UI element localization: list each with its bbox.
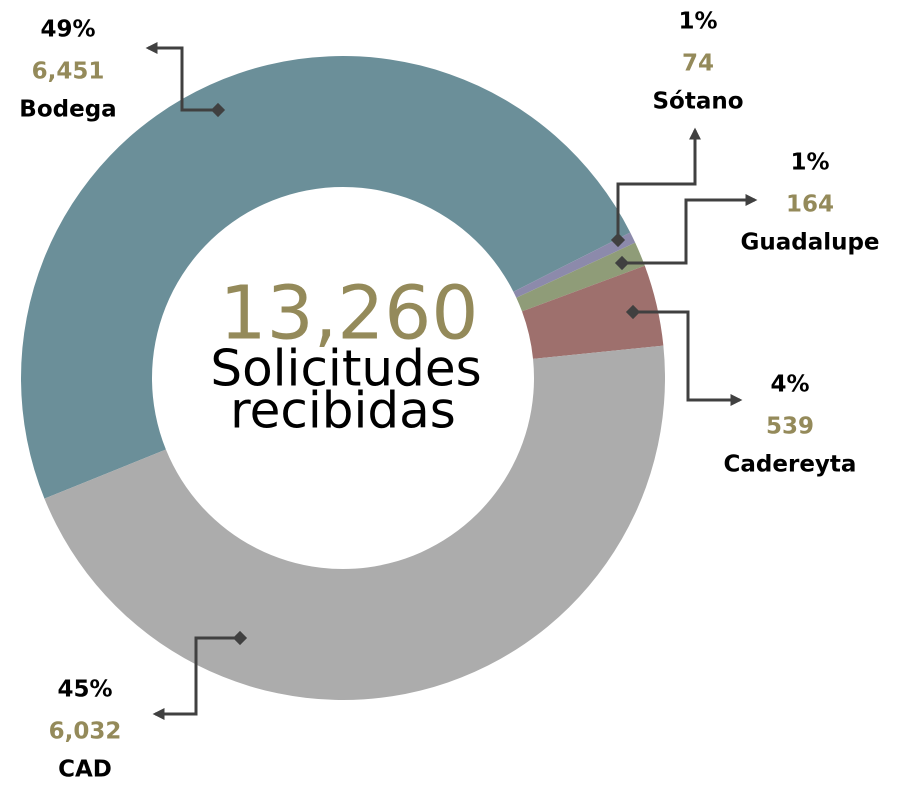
value-label: 6,032 [49, 719, 122, 745]
value-label: 74 [682, 51, 714, 77]
callout-dot [625, 304, 641, 320]
category-label: Guadalupe [740, 230, 879, 256]
callout-dot [610, 232, 626, 248]
callout-line [616, 127, 701, 240]
value-label: 539 [766, 414, 814, 440]
category-label: Bodega [19, 97, 116, 123]
donut-slice [20, 55, 631, 499]
category-label: Cadereyta [724, 452, 857, 478]
percent-label: 49% [40, 17, 95, 43]
value-label: 164 [786, 192, 834, 218]
category-label: CAD [58, 757, 112, 783]
donut-slice [44, 345, 666, 700]
callout-line [622, 194, 758, 265]
callout-line [152, 636, 240, 720]
donut-slice [513, 232, 636, 298]
callout-line [145, 42, 218, 112]
callout-dot [614, 255, 630, 271]
callout-dot [232, 630, 248, 646]
donut-slice [522, 265, 664, 359]
center-line: Solicitudes [210, 340, 481, 398]
callout-line [633, 310, 743, 406]
donut-slice [516, 242, 645, 312]
total: 13,260 [220, 271, 479, 357]
center-line: recibidas [230, 382, 456, 440]
percent-label: 45% [57, 677, 112, 703]
percent-label: 1% [678, 9, 717, 35]
category-label: Sótano [652, 89, 743, 115]
percent-label: 1% [790, 150, 829, 176]
value-label: 6,451 [32, 59, 105, 85]
percent-label: 4% [770, 372, 809, 398]
